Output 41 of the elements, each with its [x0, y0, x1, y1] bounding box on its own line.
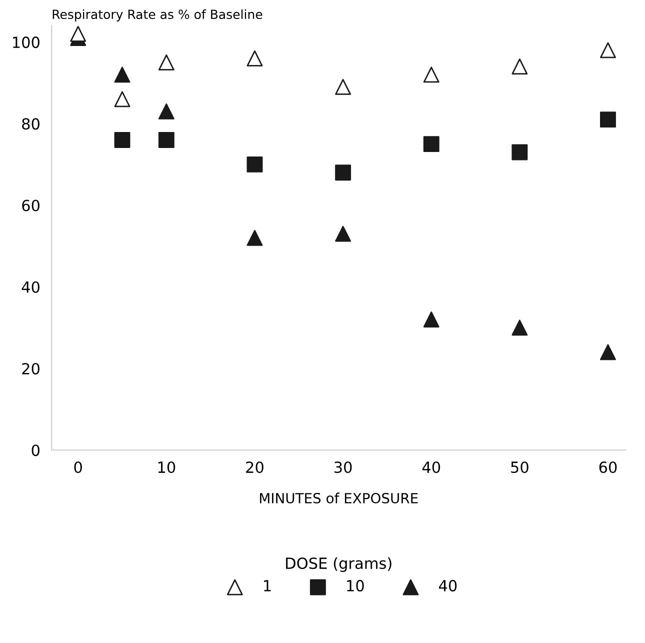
y-tick-label: 40 [22, 281, 40, 293]
x-tick-label: 0 [74, 461, 82, 474]
x-tick-label: 60 [599, 461, 617, 474]
y-tick-label: 0 [32, 444, 40, 456]
x-tick-label: 20 [246, 461, 264, 474]
chart-title: Respiratory Rate as % of Baseline [52, 9, 262, 22]
point [335, 164, 352, 181]
point [70, 26, 86, 42]
point [158, 54, 174, 70]
legend-title: DOSE (grams) [286, 557, 392, 572]
point [335, 226, 352, 242]
y-tick-label: 60 [22, 200, 40, 212]
x-tick-label: 50 [511, 461, 528, 474]
point [335, 78, 352, 95]
point [512, 320, 528, 336]
point [114, 132, 130, 148]
point [114, 66, 130, 83]
point [423, 136, 440, 152]
y-tick-label: 100 [13, 36, 40, 48]
point [423, 312, 440, 328]
x-tick-label: 40 [422, 461, 440, 474]
legend-label: 1 [264, 580, 271, 592]
y-tick-label: 20 [22, 362, 40, 375]
point [246, 50, 263, 66]
point [158, 132, 174, 148]
legend-label: 40 [438, 580, 457, 592]
legend-label: 10 [347, 580, 364, 592]
point [512, 144, 528, 160]
point [600, 112, 616, 128]
y-tick-label: 80 [22, 118, 40, 130]
point [600, 42, 616, 58]
x-axis-title: MINUTES of EXPOSURE [260, 492, 418, 504]
point [158, 103, 174, 120]
point [246, 230, 263, 246]
x-tick-label: 30 [334, 461, 352, 474]
point [423, 66, 440, 83]
point [114, 91, 130, 108]
x-tick-label: 10 [158, 461, 176, 474]
point [246, 156, 263, 172]
point [512, 58, 528, 75]
point [600, 344, 616, 360]
